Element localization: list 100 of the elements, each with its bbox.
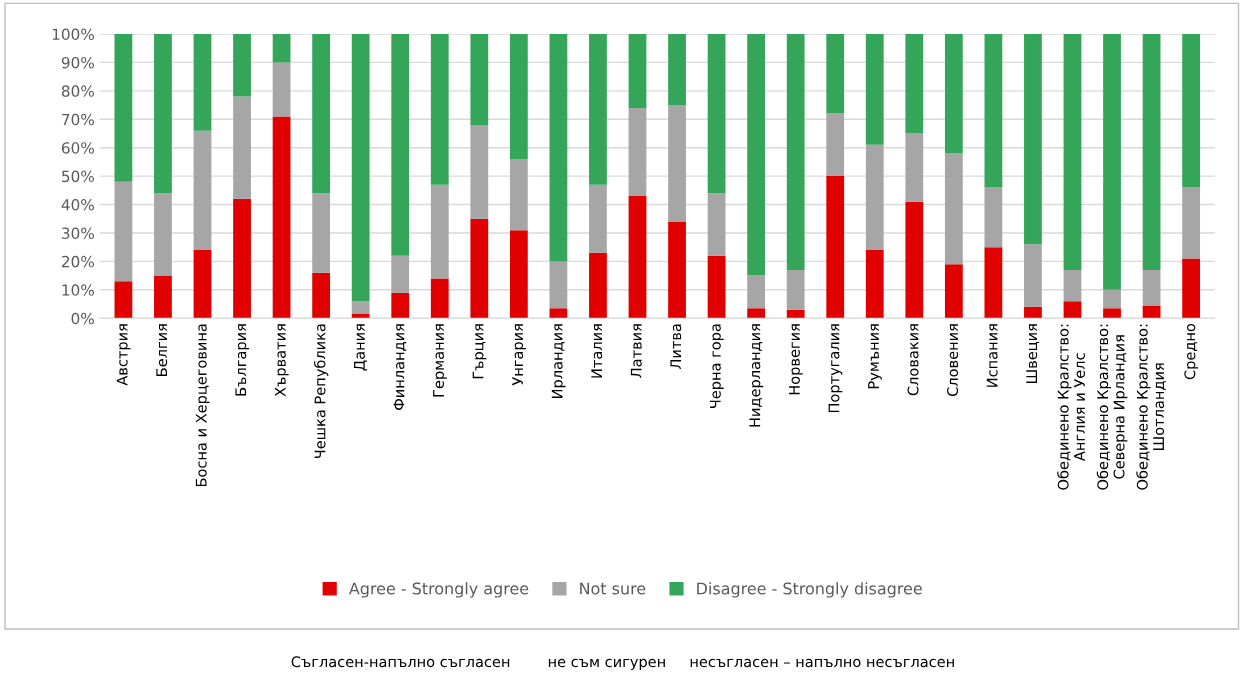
bar xyxy=(430,278,449,319)
bar xyxy=(193,250,212,319)
x-tick-label: Обединено Кралство: Северна Ирландия xyxy=(1096,324,1128,490)
bar xyxy=(944,34,963,154)
bar xyxy=(1182,187,1201,259)
y-tick-label: 50% xyxy=(62,170,94,183)
bar xyxy=(944,264,963,319)
bar xyxy=(430,34,449,185)
bar xyxy=(114,281,133,319)
bar xyxy=(865,144,884,251)
bar xyxy=(470,218,489,319)
x-tick-label: Латвия xyxy=(630,324,642,378)
y-tick-label: 20% xyxy=(61,255,94,268)
x-tick-label: Литва xyxy=(670,324,682,369)
bar xyxy=(1024,244,1042,307)
x-tick-label: Босна и Херцеговина xyxy=(195,324,210,487)
y-tick-label: 100% xyxy=(52,28,94,41)
bar xyxy=(628,196,647,319)
bar xyxy=(312,34,331,194)
bar xyxy=(865,250,884,319)
x-tick-label: Хърватия xyxy=(274,324,289,397)
bar xyxy=(984,247,1003,319)
x-tick-label: Германия xyxy=(433,324,447,397)
bar xyxy=(154,275,172,319)
bar xyxy=(509,230,528,319)
x-tick-label: Обединено Кралство: Англия и Уелс xyxy=(1057,324,1086,490)
bar xyxy=(1182,258,1201,319)
bar xyxy=(391,34,410,256)
bar xyxy=(984,34,1003,188)
bar xyxy=(707,255,726,319)
bar xyxy=(312,193,331,273)
bar xyxy=(351,34,370,302)
bar xyxy=(154,34,172,194)
x-tick-label: Белгия xyxy=(156,324,168,376)
x-tick-label: Румъния xyxy=(868,324,882,389)
x-tick-label: Дания xyxy=(354,324,367,371)
bar xyxy=(747,34,766,276)
x-tick-label: Средно xyxy=(1184,323,1199,380)
bar xyxy=(1103,308,1121,319)
bar xyxy=(905,133,924,202)
bar xyxy=(589,252,607,319)
bar xyxy=(193,130,212,251)
x-tick-label: Словакия xyxy=(907,324,919,396)
bar xyxy=(786,309,805,319)
bar xyxy=(272,62,291,117)
bar xyxy=(984,187,1003,248)
y-tick-label: 70% xyxy=(62,113,94,126)
bar xyxy=(351,301,370,314)
legend-label: Agree - Strongly agree xyxy=(348,582,529,598)
bar xyxy=(193,34,212,131)
bar xyxy=(430,184,449,279)
bar xyxy=(272,34,291,63)
bar xyxy=(628,107,647,197)
bar xyxy=(470,124,489,219)
bar xyxy=(351,313,370,319)
legend-label: Not sure xyxy=(580,582,646,595)
bar xyxy=(1103,289,1121,309)
bar xyxy=(747,308,766,319)
bar xyxy=(391,255,410,293)
bar xyxy=(1063,34,1082,270)
x-tick-label: Словения xyxy=(947,324,959,397)
x-tick-label: Норвегия xyxy=(789,324,803,395)
x-tick-label: Обединено Кралство: Шотландия xyxy=(1136,324,1166,490)
bar xyxy=(470,34,489,125)
bar xyxy=(668,34,686,106)
x-tick-label: България xyxy=(235,324,250,396)
x-tick-label: Гърция xyxy=(472,324,487,379)
text: Съгласен-напълно съгласен не съм сигурен несъгласен – напълно несъгласен xyxy=(291,656,954,671)
bar xyxy=(114,34,133,182)
bar xyxy=(786,34,805,270)
x-tick-label: Португалия xyxy=(828,324,843,413)
x-tick-label: Финландия xyxy=(393,324,407,410)
bar xyxy=(391,292,410,319)
y-tick-label: 0% xyxy=(71,312,94,325)
x-tick-label: Швеция xyxy=(1026,324,1039,384)
bar xyxy=(668,105,686,222)
legend-label: Disagree - Strongly disagree xyxy=(697,582,922,598)
x-tick-label: Италия xyxy=(591,324,603,378)
bar xyxy=(509,159,528,231)
y-tick-label: 40% xyxy=(61,199,94,211)
bar xyxy=(114,181,133,282)
bar xyxy=(1024,306,1042,319)
bar xyxy=(668,221,686,319)
bar xyxy=(707,34,726,194)
x-tick-label: Нидерландия xyxy=(749,324,764,427)
bar xyxy=(1063,269,1082,302)
bar xyxy=(312,272,331,319)
bar xyxy=(628,34,647,108)
bar xyxy=(865,34,884,145)
bar xyxy=(589,34,607,185)
bar xyxy=(786,269,805,310)
bar xyxy=(826,34,845,114)
x-tick-label: Унгария xyxy=(512,324,526,386)
bar xyxy=(747,275,766,309)
bar xyxy=(1103,34,1121,290)
bar xyxy=(905,34,924,134)
bar xyxy=(1024,34,1042,245)
bar xyxy=(509,34,528,160)
bar xyxy=(549,308,568,319)
bar xyxy=(233,96,251,199)
